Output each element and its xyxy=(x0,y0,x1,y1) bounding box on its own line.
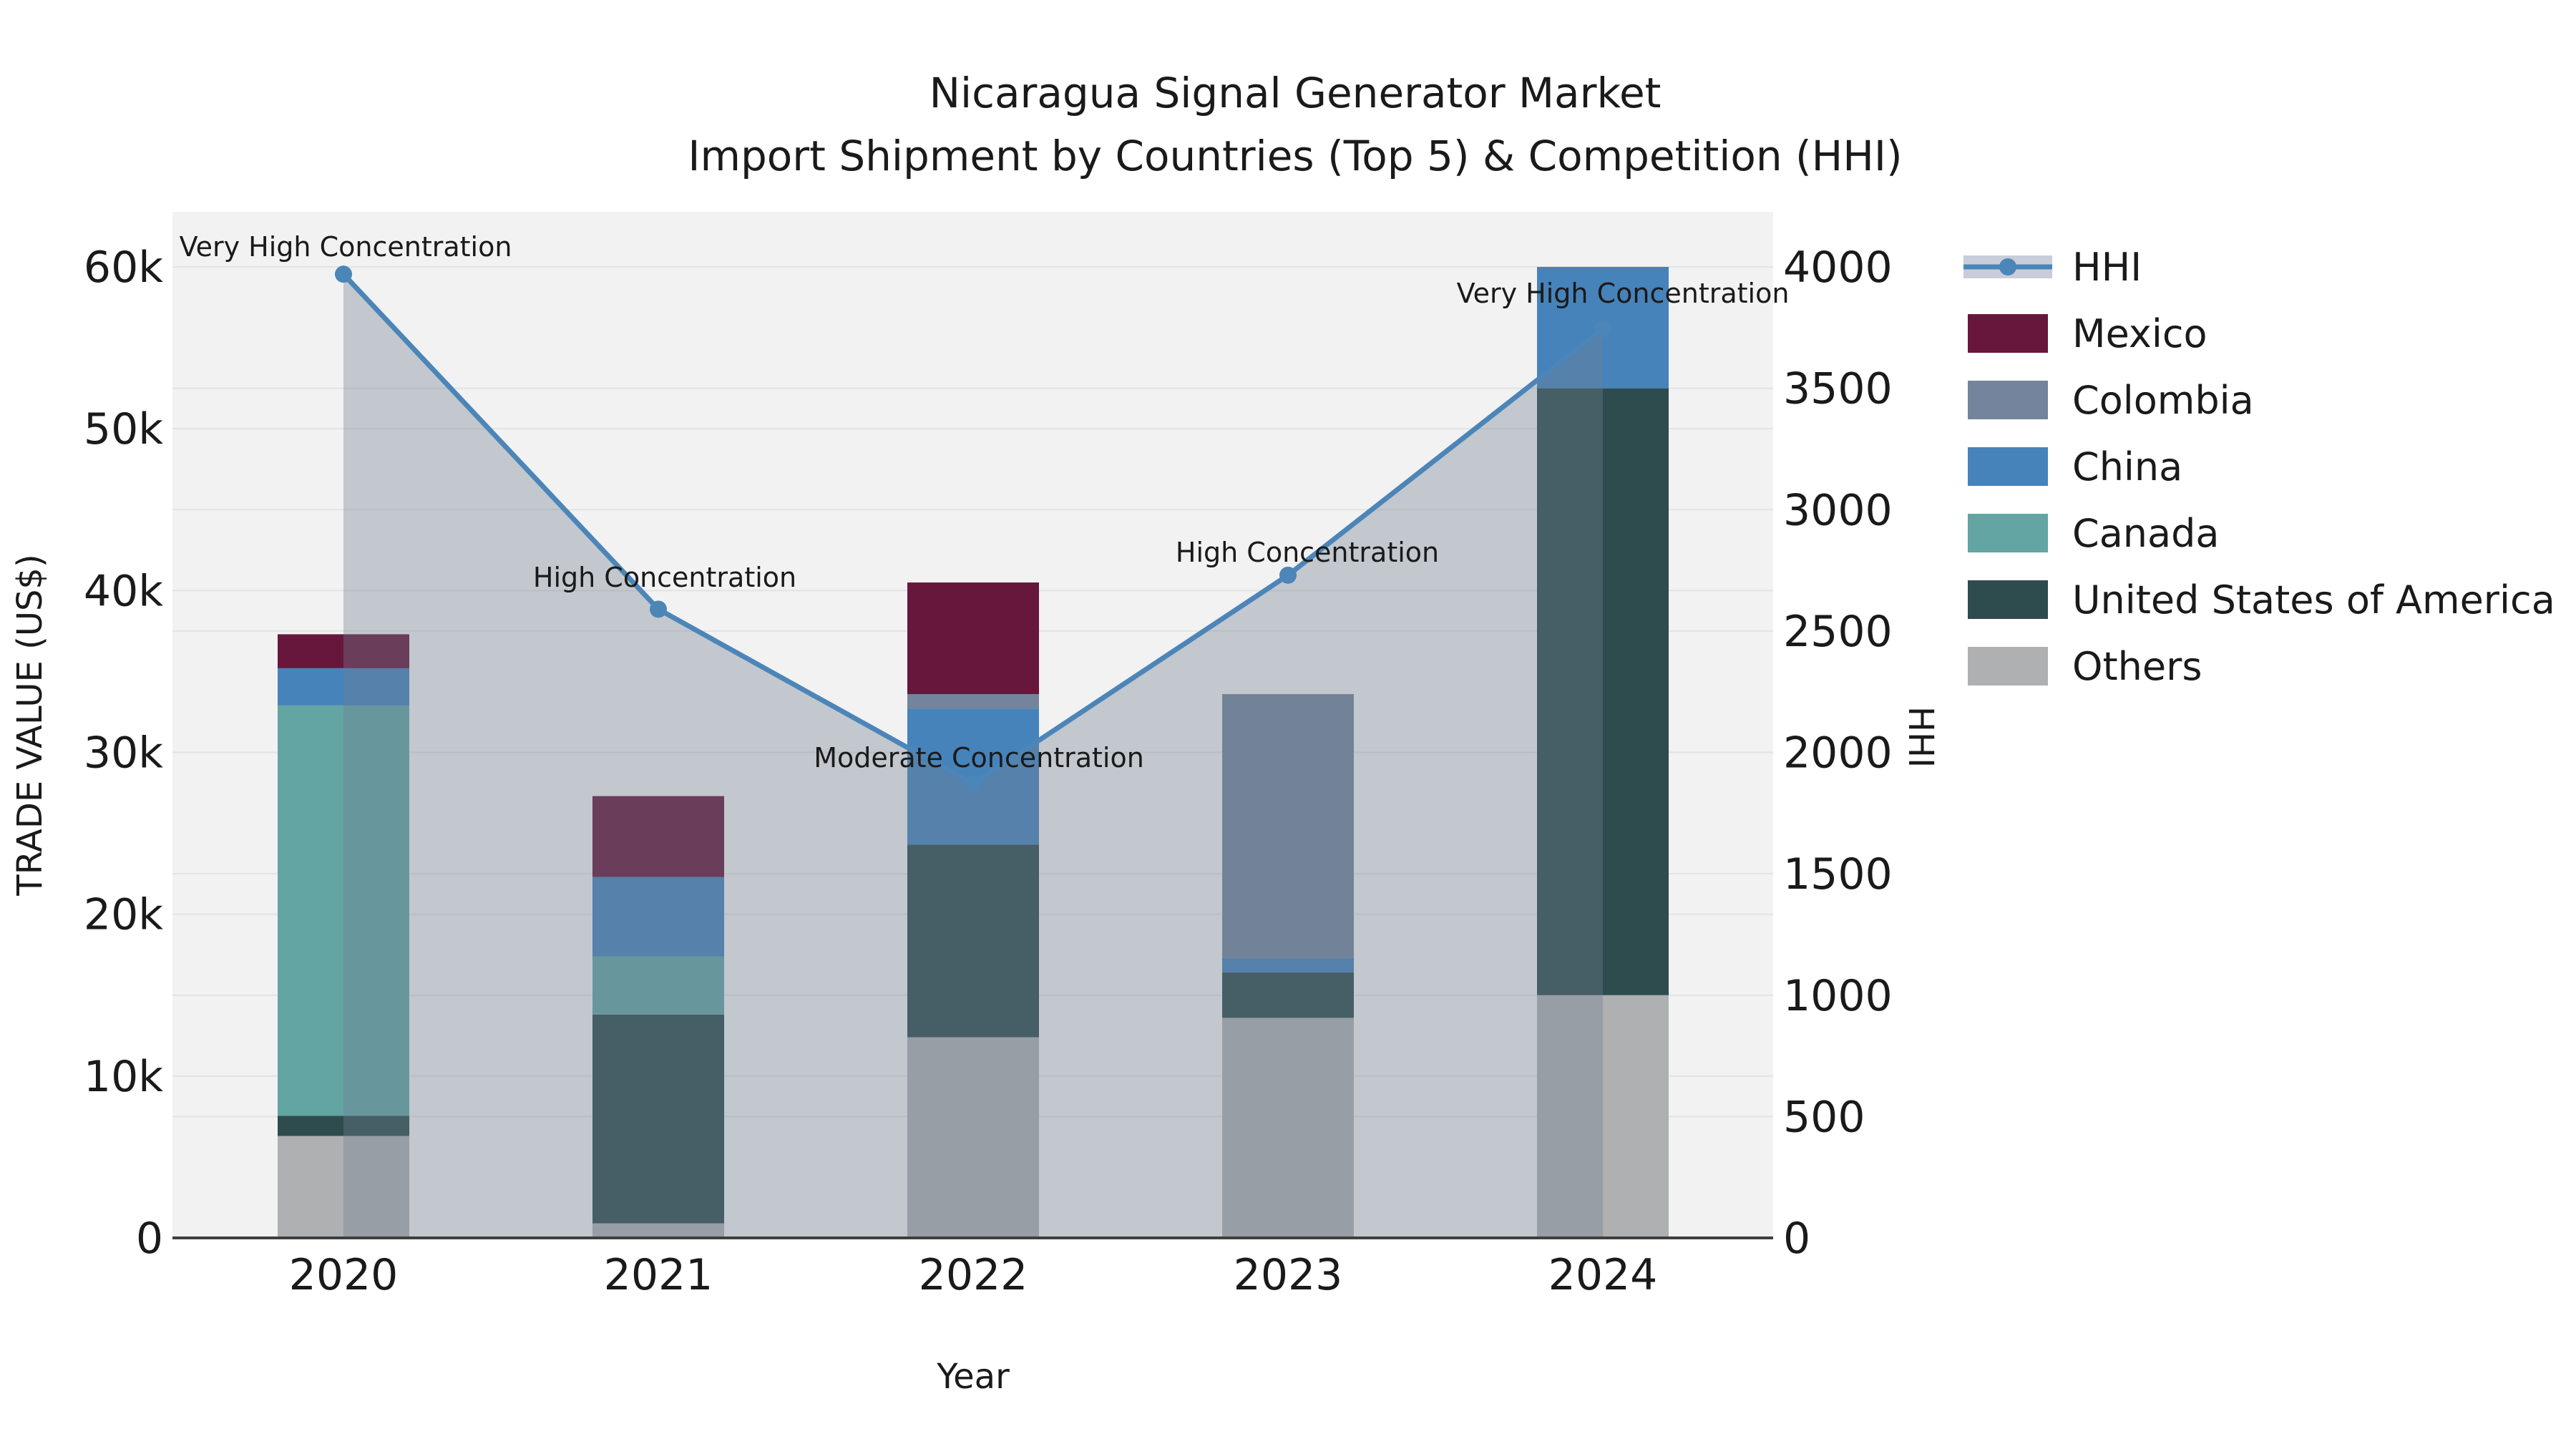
bar-segment-united-states-of-america xyxy=(278,1116,409,1136)
bar-segment-colombia xyxy=(1222,694,1354,958)
bar-segment-others xyxy=(907,1037,1039,1238)
right-tick-3500: 3500 xyxy=(1783,364,1893,414)
left-tick-20k: 20k xyxy=(84,890,163,940)
chart-title-line1: Nicaragua Signal Generator Market xyxy=(930,69,1662,117)
annotation-2020: Very High Concentration xyxy=(180,231,512,263)
legend-swatch xyxy=(1968,447,2048,486)
right-tick-1000: 1000 xyxy=(1783,971,1893,1021)
bar-segment-mexico xyxy=(278,634,409,668)
annotation-2022: Moderate Concentration xyxy=(814,742,1144,774)
plot-area: Very High Concentration High Concentratio… xyxy=(84,212,1893,1300)
legend-label: Canada xyxy=(2072,511,2219,556)
left-tick-0: 0 xyxy=(136,1214,163,1264)
legend-item-canada: Canada xyxy=(1968,511,2219,556)
bar-segment-canada xyxy=(592,956,724,1015)
hhi-area-fill xyxy=(343,274,1603,1238)
bar-segment-others xyxy=(278,1136,409,1238)
bar-segment-china xyxy=(592,877,724,957)
legend-label: Mexico xyxy=(2072,311,2207,356)
x-tick-2023: 2023 xyxy=(1234,1250,1343,1300)
bar-segment-china xyxy=(278,668,409,706)
legend-label: HHI xyxy=(2072,245,2142,290)
legend-label: Colombia xyxy=(2072,378,2254,423)
stacked-bars xyxy=(278,267,1669,1238)
bar-2022 xyxy=(907,582,1039,1238)
right-tick-4000: 4000 xyxy=(1783,243,1893,293)
hhi-marker-2023 xyxy=(1279,566,1297,584)
bar-segment-united-states-of-america xyxy=(1537,388,1669,995)
annotation-2023: High Concentration xyxy=(1176,537,1439,568)
right-tick-500: 500 xyxy=(1783,1092,1865,1142)
legend-item-united-states-of-america: United States of America xyxy=(1968,577,2555,623)
left-tick-30k: 30k xyxy=(84,728,163,779)
hhi-marker-2021 xyxy=(650,600,667,618)
legend-item-mexico: Mexico xyxy=(1968,311,2207,356)
bar-segment-united-states-of-america xyxy=(592,1014,724,1224)
legend-label: Others xyxy=(2072,644,2202,689)
x-tick-2024: 2024 xyxy=(1548,1250,1658,1300)
bar-2020 xyxy=(278,634,409,1238)
hhi-marker-2020 xyxy=(335,265,352,283)
left-tick-50k: 50k xyxy=(84,404,163,454)
bar-segment-united-states-of-america xyxy=(907,844,1039,1038)
bar-2024 xyxy=(1537,267,1669,1238)
left-tick-40k: 40k xyxy=(84,566,163,616)
annotation-2021: High Concentration xyxy=(533,562,796,593)
bar-segment-united-states-of-america xyxy=(1222,972,1354,1018)
y-axis-label-right: HHI xyxy=(1901,706,1941,768)
bar-segment-others xyxy=(592,1223,724,1238)
bar-segment-others xyxy=(1537,995,1669,1238)
x-tick-2020: 2020 xyxy=(289,1250,399,1300)
legend-item-colombia: Colombia xyxy=(1968,378,2254,423)
x-tick-2022: 2022 xyxy=(919,1250,1028,1300)
legend-hhi-marker xyxy=(1999,258,2016,275)
legend-item-others: Others xyxy=(1968,644,2202,689)
x-tick-2021: 2021 xyxy=(604,1250,713,1300)
annotation-2024: Very High Concentration xyxy=(1457,278,1790,309)
bar-segment-china xyxy=(1222,957,1354,973)
right-tick-0: 0 xyxy=(1783,1214,1810,1264)
bar-2021 xyxy=(592,796,724,1238)
legend-swatch xyxy=(1968,514,2048,552)
bar-segment-mexico xyxy=(907,582,1039,695)
bar-segment-mexico xyxy=(592,796,724,877)
bar-segment-colombia xyxy=(907,694,1039,709)
legend-swatch xyxy=(1968,647,2048,686)
right-tick-1500: 1500 xyxy=(1783,849,1893,899)
bar-segment-others xyxy=(1222,1018,1354,1238)
left-tick-10k: 10k xyxy=(84,1052,163,1102)
chart-title-line2: Import Shipment by Countries (Top 5) & C… xyxy=(688,132,1902,180)
right-tick-2000: 2000 xyxy=(1783,728,1893,779)
left-tick-60k: 60k xyxy=(84,243,163,293)
legend-item-china: China xyxy=(1968,444,2182,489)
bar-2023 xyxy=(1222,694,1354,1238)
bar-segment-canada xyxy=(278,705,409,1116)
x-axis-label: Year xyxy=(936,1357,1010,1397)
right-tick-2500: 2500 xyxy=(1783,607,1893,657)
legend-label: United States of America xyxy=(2072,577,2555,623)
right-tick-3000: 3000 xyxy=(1783,485,1893,535)
legend-item-hhi: HHI xyxy=(1963,245,2142,290)
legend: HHI Mexico Colombia China Canada United State… xyxy=(1963,245,2555,689)
legend-label: China xyxy=(2072,444,2182,489)
hhi-marker-2022 xyxy=(965,775,982,793)
y-axis-label-left: TRADE VALUE (US$) xyxy=(10,554,50,896)
hhi-marker-2024 xyxy=(1594,320,1611,338)
legend-swatch xyxy=(1968,580,2048,619)
legend-swatch xyxy=(1968,381,2048,419)
legend-swatch xyxy=(1968,314,2048,353)
